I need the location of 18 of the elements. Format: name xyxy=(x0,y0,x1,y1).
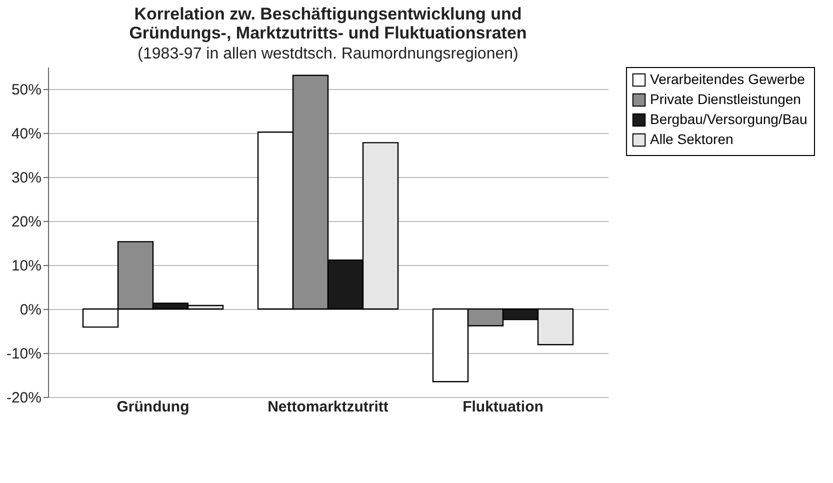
text: Gründungs-, Marktzutritts- und Fluktuationsraten xyxy=(129,24,527,42)
y-tick-label: 40% xyxy=(11,126,42,142)
legend-label: Alle Sektoren xyxy=(650,131,734,147)
y-tick-label: 0% xyxy=(20,302,42,318)
x-tick-label: Gründung xyxy=(116,398,190,416)
y-tick-label: 20% xyxy=(11,214,42,230)
text: Korrelation zw. Beschäftigungsentwicklung und xyxy=(134,4,522,24)
legend-label: Private Dienstleistungen xyxy=(650,91,801,107)
y-tick-label: -20% xyxy=(6,390,42,406)
x-tick-label: Nettomarktzutritt xyxy=(268,398,388,416)
legend-label: Verarbeitendes Gewerbe xyxy=(650,71,806,87)
x-tick-label: Fluktuation xyxy=(462,398,544,416)
y-tick-label: 30% xyxy=(11,170,42,186)
y-tick-label: -10% xyxy=(6,346,42,362)
chart-subtitle: (1983-97 in allen westdtsch. Raumordnungsregionen) xyxy=(138,46,518,62)
y-tick-label: 50% xyxy=(11,82,42,98)
legend-label: Bergbau/Versorgung/Bau xyxy=(650,111,808,127)
y-tick-label: 10% xyxy=(11,258,42,274)
